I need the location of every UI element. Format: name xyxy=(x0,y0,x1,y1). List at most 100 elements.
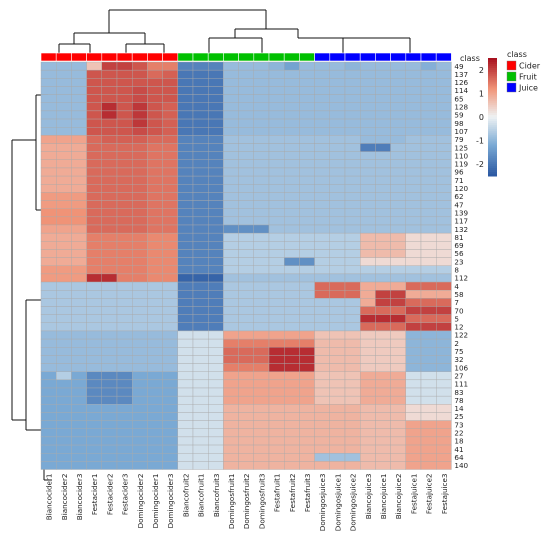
heatmap-cell xyxy=(344,175,361,185)
heatmap-cell xyxy=(71,78,87,87)
heatmap-cell xyxy=(299,78,315,87)
heatmap-cell xyxy=(268,257,285,266)
heatmap-cell xyxy=(162,436,179,446)
legend-title: class xyxy=(507,50,527,59)
heatmap-cell xyxy=(101,363,118,372)
colorbar-segment xyxy=(488,148,497,151)
heatmap-cell xyxy=(177,461,194,470)
heatmap-cell xyxy=(360,363,376,372)
heatmap-cell xyxy=(147,184,163,193)
column-label: Domingosjuice1 xyxy=(333,474,342,532)
heatmap-cell xyxy=(420,330,437,340)
heatmap-cell xyxy=(192,387,209,397)
column-label: Biancofruit3 xyxy=(212,474,221,518)
heatmap-cell xyxy=(131,69,148,79)
heatmap-cell xyxy=(329,371,346,381)
heatmap-cell xyxy=(238,347,255,356)
heatmap-cell xyxy=(314,347,331,356)
heatmap-cell xyxy=(390,135,407,144)
heatmap-cell xyxy=(207,224,224,234)
heatmap-cell xyxy=(116,126,133,136)
heatmap-cell xyxy=(360,412,376,421)
heatmap-cell xyxy=(420,281,437,291)
colorbar-segment xyxy=(488,75,497,79)
heatmap-cell xyxy=(329,257,346,266)
heatmap-cell xyxy=(344,224,361,234)
heatmap-cell xyxy=(162,167,179,177)
heatmap-cell xyxy=(86,135,102,144)
heatmap-cell xyxy=(268,135,285,144)
heatmap-cell xyxy=(116,355,133,364)
heatmap-cell xyxy=(344,78,361,87)
heatmap-cell xyxy=(344,265,361,275)
colorbar-tick-label: 0 xyxy=(479,113,484,122)
heatmap-cell xyxy=(375,61,391,71)
heatmap-cell xyxy=(253,412,270,421)
heatmap-cell xyxy=(420,404,437,413)
heatmap-cell xyxy=(405,412,422,421)
heatmap-cell xyxy=(375,412,391,421)
heatmap-cell xyxy=(268,387,285,397)
heatmap-cell xyxy=(116,159,133,169)
heatmap-cell xyxy=(238,387,255,397)
heatmap-cell xyxy=(162,338,179,348)
heatmap-cell xyxy=(131,461,148,470)
heatmap-cell xyxy=(56,224,72,234)
heatmap-cell xyxy=(40,257,57,266)
heatmap-cell xyxy=(192,461,209,470)
heatmap-cell xyxy=(56,78,72,87)
heatmap-cell xyxy=(253,78,270,87)
heatmap-cell xyxy=(147,395,163,405)
heatmap-cell xyxy=(329,461,346,470)
row-label: 106 xyxy=(454,363,468,372)
heatmap-cell xyxy=(223,151,239,160)
heatmap-cell xyxy=(71,298,87,307)
heatmap-cell xyxy=(420,208,437,218)
heatmap-cell xyxy=(40,118,57,128)
heatmap-cell xyxy=(192,151,209,160)
heatmap-cell xyxy=(238,241,255,250)
heatmap-cell xyxy=(101,135,118,144)
heatmap-cell xyxy=(375,453,391,462)
heatmap-cell xyxy=(238,192,255,201)
heatmap-cell xyxy=(192,379,209,389)
heatmap-cell xyxy=(436,192,452,201)
heatmap-cell xyxy=(284,338,300,348)
heatmap-cell xyxy=(207,200,224,209)
heatmap-cell xyxy=(314,192,331,201)
heatmap-cell xyxy=(56,379,72,389)
heatmap-cell xyxy=(284,143,300,152)
heatmap-cell xyxy=(101,453,118,462)
heatmap-cell xyxy=(314,330,331,340)
heatmap-cell xyxy=(314,363,331,372)
heatmap-cell xyxy=(223,347,239,356)
heatmap-cell xyxy=(177,330,194,340)
heatmap-cell xyxy=(299,298,315,307)
heatmap-cell xyxy=(177,118,194,128)
heatmap-cell xyxy=(56,363,72,372)
heatmap-cell xyxy=(329,298,346,307)
heatmap-cell xyxy=(405,298,422,307)
heatmap-cell xyxy=(360,290,376,299)
heatmap-cell xyxy=(390,461,407,470)
heatmap-cell xyxy=(101,175,118,185)
heatmap-cell xyxy=(207,143,224,152)
heatmap-cell xyxy=(86,379,102,389)
heatmap-cell xyxy=(314,61,331,71)
heatmap-cell xyxy=(40,428,57,438)
heatmap-cell xyxy=(56,298,72,307)
heatmap-cell xyxy=(71,281,87,291)
heatmap-cell xyxy=(344,151,361,160)
heatmap-cell xyxy=(436,338,452,348)
heatmap-cell xyxy=(131,200,148,209)
heatmap-cell xyxy=(71,347,87,356)
heatmap-cell xyxy=(238,175,255,185)
heatmap-cell xyxy=(390,322,407,332)
heatmap-cell xyxy=(116,208,133,218)
heatmap-cell xyxy=(40,395,57,405)
heatmap-cell xyxy=(147,232,163,242)
colorbar-segment xyxy=(488,136,497,140)
heatmap-cell xyxy=(405,257,422,266)
column-label: Festafruit2 xyxy=(288,474,297,513)
heatmap-cell xyxy=(71,110,87,120)
